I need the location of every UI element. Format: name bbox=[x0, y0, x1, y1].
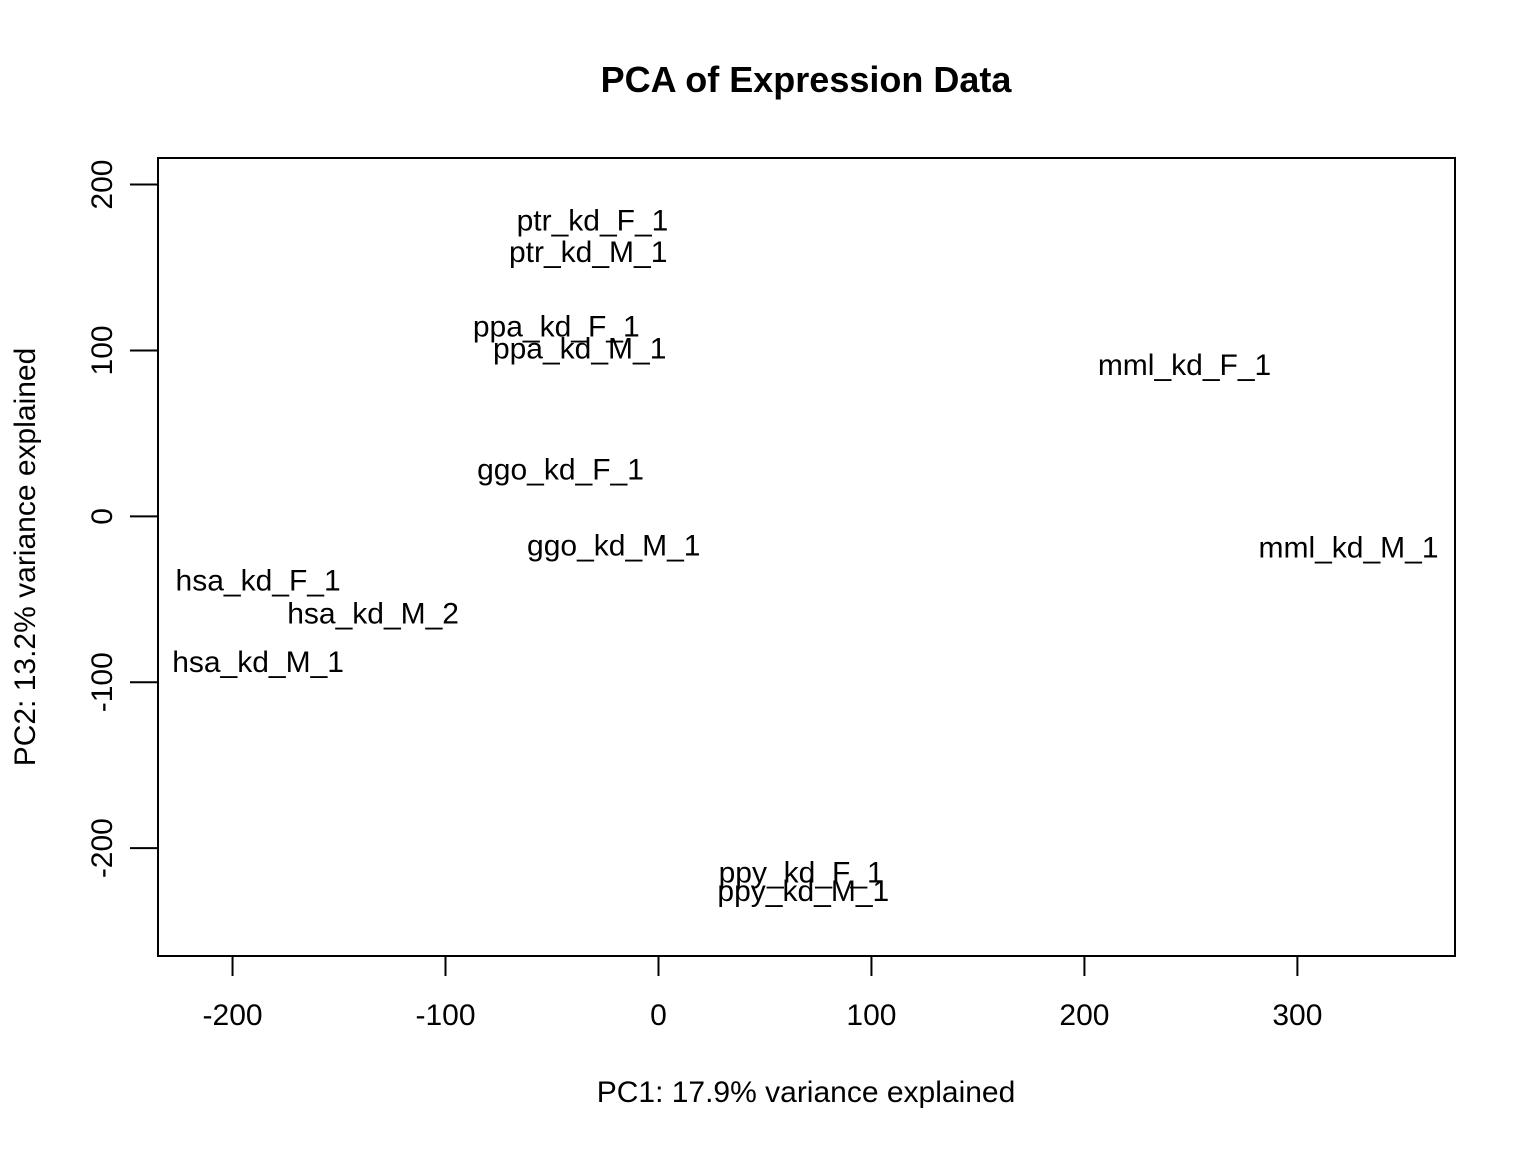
point-label: ggo_kd_M_1 bbox=[527, 530, 700, 563]
y-axis-label: PC2: 13.2% variance explained bbox=[9, 348, 42, 767]
y-tick-label: -200 bbox=[86, 818, 119, 878]
x-axis: -200 -100 0 100 200 300 bbox=[203, 955, 1322, 1032]
point-label: mml_kd_M_1 bbox=[1258, 531, 1438, 564]
y-tick-label: 0 bbox=[86, 508, 119, 525]
point-label: hsa_kd_F_1 bbox=[176, 565, 341, 598]
y-axis: 200 100 0 -100 -200 bbox=[86, 160, 159, 878]
point-label: ppy_kd_F_1 bbox=[719, 857, 884, 890]
y-tick-label: 100 bbox=[86, 325, 119, 375]
x-tick-label: -200 bbox=[203, 999, 263, 1032]
point-label: ppy_kd_M_1 bbox=[717, 875, 889, 908]
x-tick-label: 100 bbox=[846, 999, 896, 1032]
x-tick-label: 0 bbox=[650, 999, 667, 1032]
point-label: ptr_kd_F_1 bbox=[517, 205, 669, 238]
x-tick-label: 200 bbox=[1059, 999, 1109, 1032]
point-label: ppa_kd_M_1 bbox=[493, 332, 666, 365]
point-label: ggo_kd_F_1 bbox=[477, 453, 644, 486]
point-label: mml_kd_F_1 bbox=[1098, 349, 1271, 382]
x-tick-label: 300 bbox=[1272, 999, 1322, 1032]
point-label: hsa_kd_M_2 bbox=[287, 598, 459, 631]
point-label: ptr_kd_M_1 bbox=[509, 236, 667, 269]
x-tick-label: -100 bbox=[415, 999, 475, 1032]
chart-title: PCA of Expression Data bbox=[601, 59, 1013, 100]
x-axis-label: PC1: 17.9% variance explained bbox=[597, 1076, 1016, 1109]
y-tick-label: 200 bbox=[86, 160, 119, 210]
y-tick-label: -100 bbox=[86, 652, 119, 712]
point-label: ppa_kd_F_1 bbox=[473, 311, 640, 344]
point-label: hsa_kd_M_1 bbox=[172, 646, 344, 679]
